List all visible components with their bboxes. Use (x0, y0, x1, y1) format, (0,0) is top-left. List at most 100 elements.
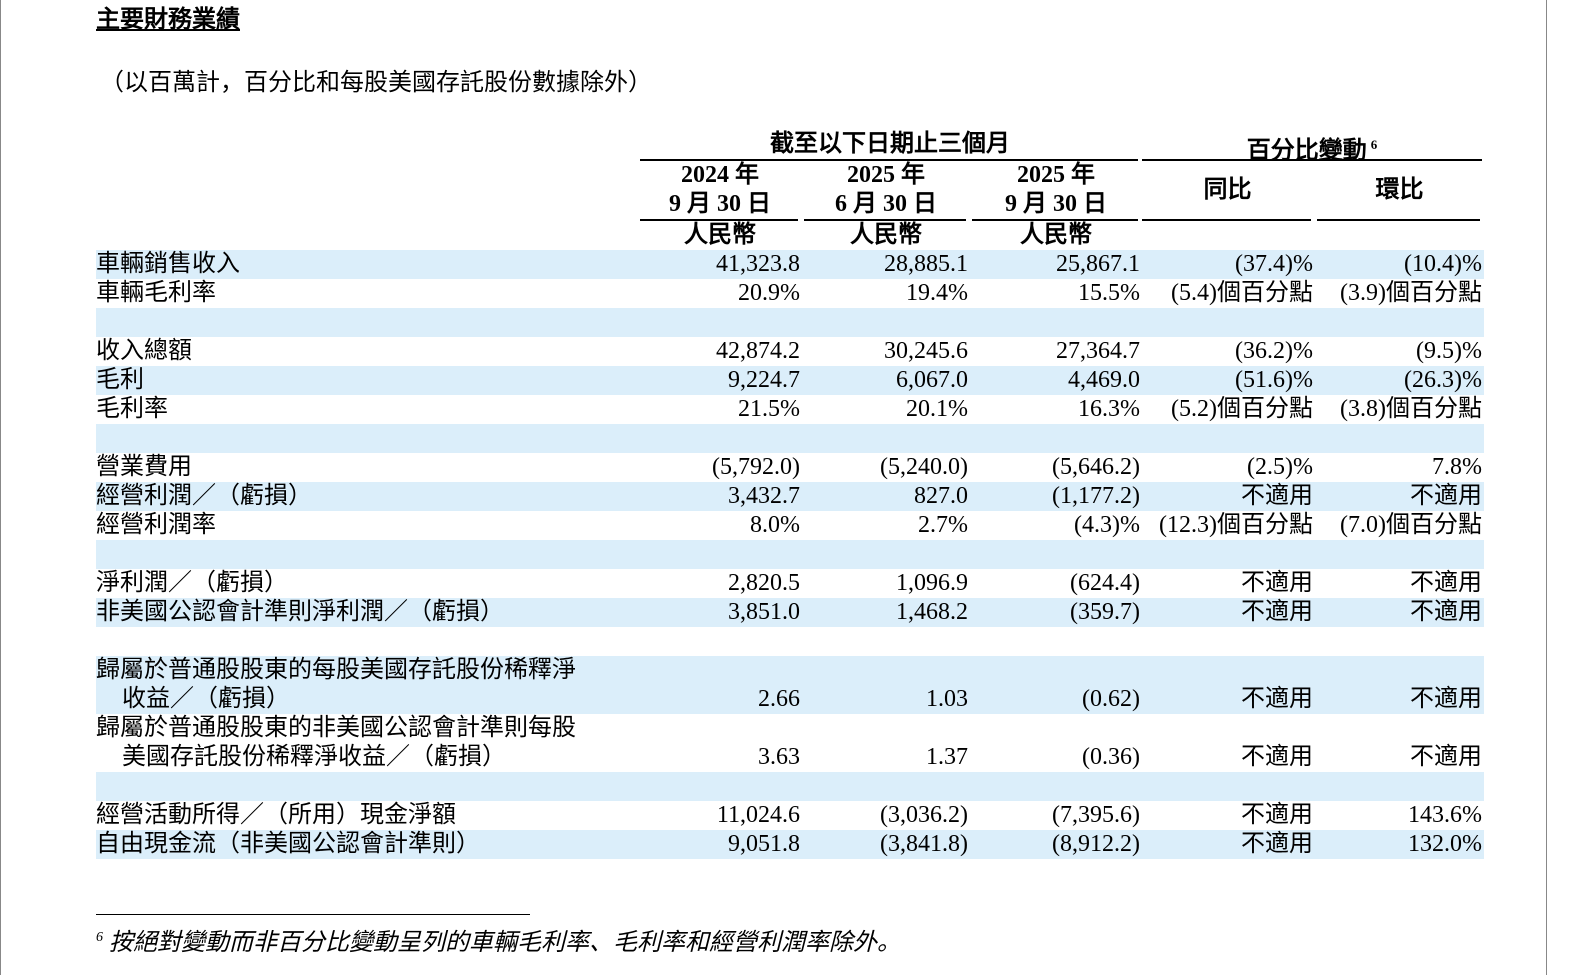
column-date: 9 月 30 日 (669, 191, 771, 217)
cell: 1,468.2 (896, 599, 968, 625)
column-rule (1317, 219, 1480, 221)
cell: 不適用 (1241, 599, 1313, 625)
cell: 21.5% (738, 396, 800, 422)
row-label: 車輛銷售收入 (96, 251, 240, 277)
group-rule (640, 159, 1138, 161)
column-year: 2025 年 (1017, 162, 1095, 188)
footnote-marker: 6 (96, 930, 103, 945)
cell: 不適用 (1241, 570, 1313, 596)
cell: (3.9)個百分點 (1340, 280, 1482, 306)
cell: (51.6)% (1235, 367, 1313, 393)
cell: 3,851.0 (728, 599, 800, 625)
cell: 16.3% (1078, 396, 1140, 422)
cell: (5.2)個百分點 (1171, 396, 1313, 422)
cell: (5,792.0) (712, 454, 800, 480)
cell: (36.2)% (1235, 338, 1313, 364)
cell: 30,245.6 (884, 338, 968, 364)
cell: (5,240.0) (880, 454, 968, 480)
cell: (359.7) (1070, 599, 1140, 625)
cell: 20.9% (738, 280, 800, 306)
cell: 28,885.1 (884, 251, 968, 277)
cell: (7.0)個百分點 (1340, 512, 1482, 538)
cell: (3.8)個百分點 (1340, 396, 1482, 422)
cell: 42,874.2 (716, 338, 800, 364)
row-label: 經營活動所得／（所用）現金淨額 (96, 802, 456, 828)
cell: 9,224.7 (728, 367, 800, 393)
cell: 15.5% (1078, 280, 1140, 306)
cell: (4.3)% (1074, 512, 1140, 538)
cell: 2.66 (758, 686, 800, 712)
right-border (1546, 0, 1547, 975)
cell: (2.5)% (1247, 454, 1313, 480)
cell: 不適用 (1410, 570, 1482, 596)
cell: 不適用 (1241, 686, 1313, 712)
row-label: 淨利潤／（虧損） (96, 570, 288, 596)
title: 主要財務業績 (96, 7, 240, 33)
cell: (0.62) (1082, 686, 1140, 712)
column-year: 2024 年 (681, 162, 759, 188)
cell: 不適用 (1241, 831, 1313, 857)
group-header: 截至以下日期止三個月 (770, 131, 1010, 157)
cell: 27,364.7 (1056, 338, 1140, 364)
column-header: 環比 (1375, 177, 1424, 203)
cell: 不適用 (1410, 686, 1482, 712)
cell: 20.1% (906, 396, 968, 422)
row-band (96, 308, 1484, 337)
row-label: 美國存託股份稀釋淨收益／（虧損） (122, 744, 506, 770)
cell: (9.5)% (1416, 338, 1482, 364)
cell: (624.4) (1070, 570, 1140, 596)
row-band (96, 424, 1484, 453)
cell: (10.4)% (1404, 251, 1482, 277)
cell: 2.7% (918, 512, 968, 538)
cell: (5.4)個百分點 (1171, 280, 1313, 306)
footnote-text: 按絕對變動而非百分比變動呈列的車輛毛利率、毛利率和經營利潤率除外。 (109, 930, 901, 956)
column-year: 2025 年 (847, 162, 925, 188)
column-rule (1142, 219, 1311, 221)
row-label: 車輛毛利率 (96, 280, 216, 306)
column-date: 6 月 30 日 (835, 191, 937, 217)
column-rule (640, 219, 798, 221)
row-label: 收入總額 (96, 338, 192, 364)
column-currency: 人民幣 (850, 222, 922, 248)
cell: 3.63 (758, 744, 800, 770)
row-label: 歸屬於普通股股東的每股美國存託股份稀釋淨 (96, 657, 576, 683)
cell: 8.0% (750, 512, 800, 538)
cell: 7.8% (1432, 454, 1482, 480)
cell: 2,820.5 (728, 570, 800, 596)
cell: 6,067.0 (896, 367, 968, 393)
cell: 不適用 (1241, 483, 1313, 509)
row-band (96, 598, 1484, 627)
cell: 25,867.1 (1056, 251, 1140, 277)
cell: (7,395.6) (1052, 802, 1140, 828)
row-label: 收益／（虧損） (122, 686, 290, 712)
row-band (96, 250, 1484, 279)
row-band (96, 772, 1484, 801)
cell: 3,432.7 (728, 483, 800, 509)
cell: 11,024.6 (716, 802, 800, 828)
column-date: 9 月 30 日 (1005, 191, 1107, 217)
cell: 1.37 (926, 744, 968, 770)
footnote-rule (96, 914, 530, 915)
row-label: 自由現金流（非美國公認會計準則） (96, 831, 480, 857)
left-border (0, 0, 1, 975)
row-label: 毛利率 (96, 396, 168, 422)
cell: 不適用 (1241, 802, 1313, 828)
row-label: 經營利潤率 (96, 512, 216, 538)
cell: 4,469.0 (1068, 367, 1140, 393)
row-label: 毛利 (96, 367, 144, 393)
cell: (3,841.8) (880, 831, 968, 857)
cell: (3,036.2) (880, 802, 968, 828)
cell: 132.0% (1408, 831, 1482, 857)
cell: 不適用 (1410, 744, 1482, 770)
cell: (0.36) (1082, 744, 1140, 770)
cell: 827.0 (914, 483, 968, 509)
row-band (96, 656, 1484, 714)
cell: 41,323.8 (716, 251, 800, 277)
row-label: 營業費用 (96, 454, 192, 480)
cell: 1.03 (926, 686, 968, 712)
cell: 143.6% (1408, 802, 1482, 828)
cell: (26.3)% (1404, 367, 1482, 393)
row-band (96, 366, 1484, 395)
row-label: 歸屬於普通股股東的非美國公認會計準則每股 (96, 715, 576, 741)
